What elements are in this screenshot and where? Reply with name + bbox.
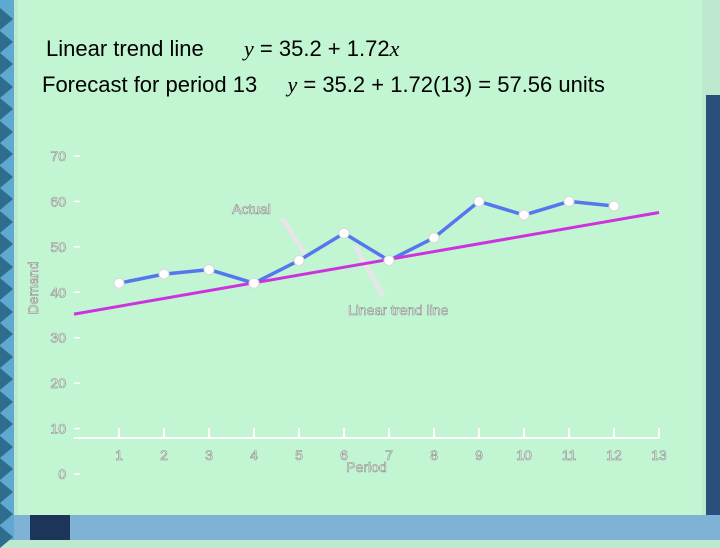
y-tick-label: 50	[50, 239, 66, 255]
x-tick-label: 5	[295, 447, 303, 463]
left-triangle-decoration	[0, 345, 13, 368]
left-triangle-decoration	[0, 210, 13, 233]
left-triangle-decoration	[0, 435, 13, 458]
actual-data-point	[248, 277, 260, 289]
actual-data-point	[158, 268, 170, 280]
left-triangle-decoration	[0, 323, 13, 345]
actual-data-point	[473, 195, 485, 207]
trend-annotation-label: Linear trend line	[348, 302, 449, 318]
x-tick-label: 10	[516, 447, 532, 463]
left-triangle-decoration	[0, 30, 13, 53]
actual-data-point	[203, 264, 215, 276]
y-tick-label: 10	[50, 421, 66, 437]
trend-series-line	[73, 211, 660, 316]
left-triangle-decoration	[0, 233, 13, 255]
x-tick-label: 6	[340, 447, 348, 463]
bottom-decorative-band	[14, 515, 720, 540]
x-tick-label: 4	[250, 447, 258, 463]
left-triangle-decoration	[0, 8, 13, 30]
left-triangle-decoration	[0, 503, 13, 525]
actual-data-point	[293, 254, 305, 266]
trend-line-label: Linear trend line	[46, 36, 204, 61]
x-tick-label: 8	[430, 447, 438, 463]
left-triangle-decoration	[0, 143, 13, 165]
y-tick-label: 60	[50, 193, 66, 209]
left-triangle-decoration	[0, 413, 13, 435]
actual-data-point	[383, 254, 395, 266]
y-axis-label: Demand	[25, 262, 41, 315]
actual-series-line	[118, 199, 615, 285]
left-triangle-decoration	[0, 53, 13, 75]
x-tick-label: 12	[606, 447, 622, 463]
x-tick-label: 13	[651, 447, 667, 463]
header-line-1: Linear trend line y = 35.2 + 1.72x	[46, 36, 399, 62]
x-axis-label: Period	[346, 459, 386, 475]
x-tick-label: 2	[160, 447, 168, 463]
right-decorative-strip	[706, 95, 720, 515]
left-triangle-decoration	[0, 120, 13, 143]
x-tick-label: 11	[562, 447, 577, 463]
actual-data-point	[428, 232, 440, 244]
left-triangle-decoration	[0, 390, 13, 413]
left-triangle-decoration	[0, 458, 13, 480]
actual-annotation-label: Actual	[232, 201, 271, 217]
y-tick-label: 30	[50, 330, 66, 346]
left-triangle-decoration	[0, 98, 13, 120]
left-triangle-decoration	[0, 188, 13, 210]
y-tick-label: 70	[50, 148, 66, 164]
actual-data-point	[563, 195, 575, 207]
trend-equation-y: y	[244, 36, 254, 61]
forecast-equation-body: = 35.2 + 1.72(13) = 57.56 units	[297, 72, 605, 97]
actual-data-point	[518, 209, 530, 221]
forecast-equation-y: y	[287, 72, 298, 97]
trend-equation-body: = 35.2 + 1.72	[253, 36, 390, 61]
y-tick-label: 20	[50, 375, 66, 391]
x-tick-label: 3	[205, 447, 213, 463]
left-triangle-decoration	[0, 278, 13, 300]
left-triangle-decoration	[0, 75, 13, 98]
bottom-dark-block	[30, 515, 70, 540]
left-triangle-decoration	[0, 480, 13, 503]
left-triangle-decoration	[0, 255, 13, 278]
trend-equation-x: x	[389, 36, 400, 61]
left-triangle-decoration	[0, 368, 13, 390]
x-tick-label: 9	[475, 447, 483, 463]
left-triangle-decoration	[0, 300, 13, 323]
trend-callout-line	[352, 244, 386, 298]
y-tick-label: 40	[50, 284, 66, 300]
x-tick-label: 1	[115, 447, 123, 463]
actual-data-point	[338, 227, 350, 239]
x-tick-label: 7	[385, 447, 393, 463]
y-tick-label: 0	[58, 466, 66, 482]
left-triangle-decoration	[0, 165, 13, 188]
forecast-label: Forecast for period 13	[42, 72, 258, 97]
header-line-2: Forecast for period 13 y = 35.2 + 1.72(1…	[42, 72, 605, 98]
actual-callout-line	[279, 216, 308, 256]
actual-data-point	[113, 277, 125, 289]
actual-data-point	[608, 200, 620, 212]
